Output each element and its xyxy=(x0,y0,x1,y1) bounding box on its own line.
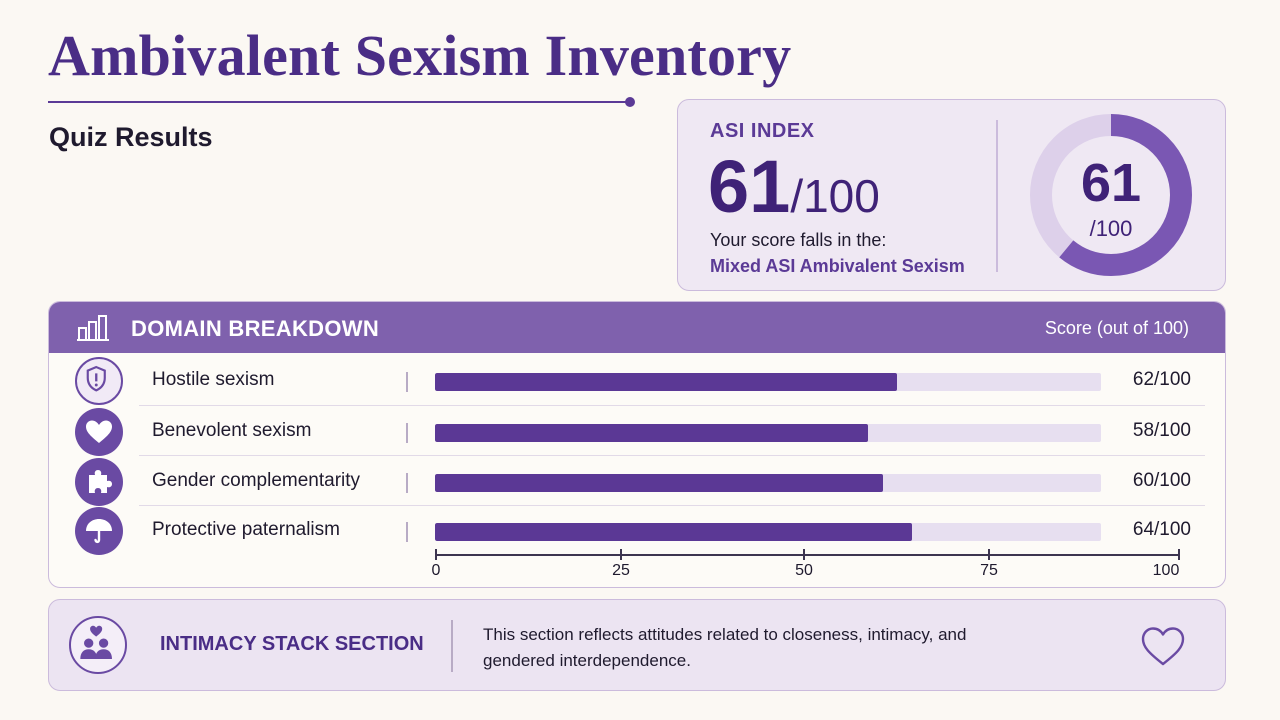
asi-score-value: 61 xyxy=(708,145,791,228)
axis-tick-label: 75 xyxy=(980,562,998,579)
domain-breakdown-title: DOMAIN BREAKDOWN xyxy=(131,316,380,341)
axis-tick xyxy=(620,549,622,560)
asi-divider xyxy=(996,120,998,272)
asi-score-out-of: /100 xyxy=(790,170,880,222)
bar-chart-icon xyxy=(77,315,109,341)
heart-outline-icon xyxy=(1141,627,1185,666)
axis-tick-label: 0 xyxy=(431,562,441,579)
axis-tick xyxy=(803,549,805,560)
score-bar-track xyxy=(435,424,1101,442)
asi-donut-chart xyxy=(1030,114,1192,276)
asi-category: Mixed ASI Ambivalent Sexism xyxy=(710,256,965,276)
donut-score-number: 61 xyxy=(1080,153,1142,213)
row-separator xyxy=(406,522,408,542)
domain-row: Gender complementarity 60/100 xyxy=(49,455,1225,506)
axis-tick xyxy=(435,549,437,560)
score-axis: 0 25 50 75 100 xyxy=(431,549,1180,582)
heart-icon xyxy=(75,408,123,456)
axis-tick-label: 50 xyxy=(795,562,813,579)
shield-alert-icon xyxy=(75,357,123,405)
domain-row-label: Protective paternalism xyxy=(152,519,340,540)
domain-row: Benevolent sexism 58/100 xyxy=(49,405,1225,456)
score-bar-track xyxy=(435,474,1101,492)
asi-index-label: ASI INDEX xyxy=(710,120,815,142)
axis-tick-label: 25 xyxy=(612,562,630,579)
axis-tick-label: 100 xyxy=(1152,562,1180,579)
asi-falls-text: Your score falls in the: xyxy=(710,230,887,250)
row-divider xyxy=(139,505,1205,506)
score-bar-track xyxy=(435,523,1101,541)
score-bar-fill xyxy=(435,373,898,391)
intimacy-separator xyxy=(451,620,453,672)
axis-tick xyxy=(988,549,990,560)
domain-row-score: 58/100 xyxy=(1132,420,1191,441)
row-separator xyxy=(406,423,408,443)
domain-row: Protective paternalism 64/100 xyxy=(49,504,1225,555)
intimacy-description: This section reflects attitudes related … xyxy=(483,625,967,670)
domain-breakdown-card: DOMAIN BREAKDOWN Score (out of 100) Host… xyxy=(48,301,1226,588)
title-underline-dot xyxy=(625,97,635,107)
domain-row-score: 64/100 xyxy=(1132,519,1191,540)
page-title: Ambivalent Sexism Inventory xyxy=(48,23,792,88)
score-bar-fill xyxy=(435,523,913,541)
score-bar-fill xyxy=(435,424,868,442)
domain-row-label: Hostile sexism xyxy=(152,369,275,390)
domain-row-score: 62/100 xyxy=(1132,369,1191,390)
axis-tick xyxy=(1178,549,1180,560)
puzzle-icon xyxy=(75,458,123,506)
intimacy-section-title: INTIMACY STACK SECTION xyxy=(160,633,424,655)
domain-row: Hostile sexism 62/100 xyxy=(49,354,1225,405)
score-column-label: Score (out of 100) xyxy=(1044,318,1189,338)
domain-row-label: Benevolent sexism xyxy=(152,420,312,441)
donut-score-denominator: /100 xyxy=(1089,216,1133,241)
domain-row-label: Gender complementarity xyxy=(152,470,361,491)
domain-breakdown-header: DOMAIN BREAKDOWN Score (out of 100) xyxy=(49,302,1225,353)
intimacy-stack-card: INTIMACY STACK SECTION This section refl… xyxy=(48,599,1226,691)
row-separator xyxy=(406,372,408,392)
row-divider xyxy=(139,455,1205,456)
domain-row-score: 60/100 xyxy=(1132,470,1191,491)
page-subtitle: Quiz Results xyxy=(49,122,213,152)
score-bar-fill xyxy=(435,474,883,492)
umbrella-icon xyxy=(75,507,123,555)
row-separator xyxy=(406,473,408,493)
asi-index-card: ASI INDEX 61/100 Your score falls in the… xyxy=(677,99,1226,291)
asi-score: 61/100 xyxy=(708,144,880,229)
score-bar-track xyxy=(435,373,1101,391)
axis-line xyxy=(435,554,1180,556)
title-underline xyxy=(48,101,632,103)
people-heart-icon xyxy=(69,616,127,674)
row-divider xyxy=(139,405,1205,406)
donut-progress-arc xyxy=(1030,114,1192,276)
